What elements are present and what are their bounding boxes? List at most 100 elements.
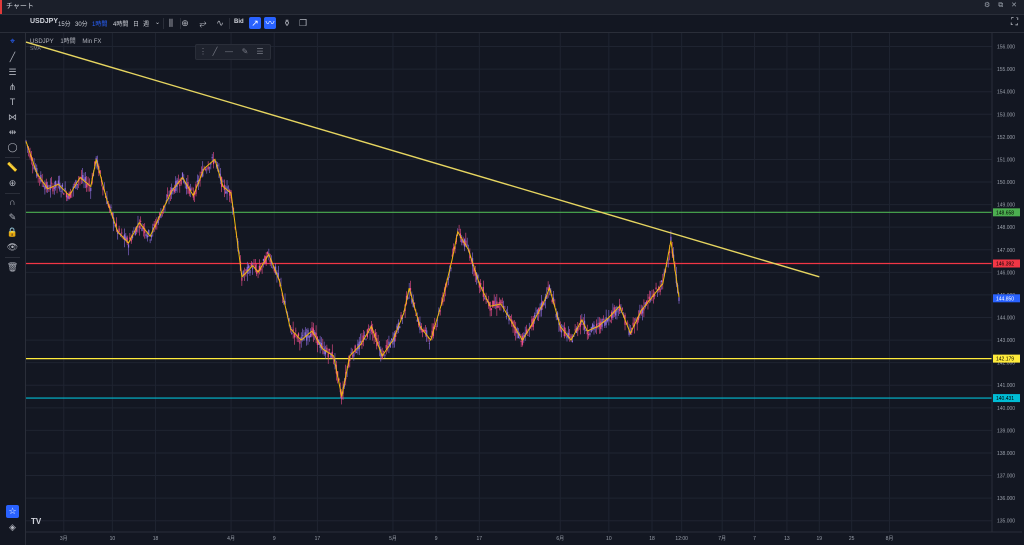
candle-body [354, 345, 356, 353]
candle-body [567, 333, 569, 337]
candle-body [65, 192, 68, 198]
magnet-tool-icon[interactable]: ∩ [9, 197, 16, 207]
timeframe-week[interactable]: 週 [143, 22, 150, 28]
symbol-button[interactable]: USDJPY [30, 18, 59, 25]
price-tick-label: 151.000 [997, 157, 1015, 163]
divider [5, 257, 20, 258]
candle-body [436, 319, 439, 321]
window-accent-mark [0, 0, 2, 14]
candle-body [655, 287, 657, 290]
candle-body [277, 273, 279, 279]
candle-body [608, 317, 610, 321]
wave-chart-icon[interactable]: 〰 [264, 17, 276, 29]
cursor-icon[interactable]: ⌖ [9, 36, 16, 46]
candle-body [427, 337, 429, 339]
time-tick-label: 13 [784, 536, 790, 542]
line-chart-icon[interactable]: ↗ [249, 17, 261, 29]
drag-handle-icon[interactable]: ⋮ [199, 47, 207, 56]
compare-icon[interactable]: ⥂ [199, 18, 207, 28]
fullscreen-icon[interactable]: ⛶ [1011, 17, 1018, 28]
add-indicator-icon[interactable]: ⊕ [181, 18, 189, 28]
pitchfork-tool-icon[interactable]: ⋔ [8, 82, 17, 92]
timeframe-30m[interactable]: 30分 [75, 22, 88, 28]
line-style-icon[interactable]: ╱ [212, 47, 218, 56]
candle-body [636, 318, 638, 325]
price-type-bid[interactable]: Bid [234, 19, 244, 25]
shapes-tool-icon[interactable]: ◯ [7, 142, 18, 152]
candle-body [180, 177, 182, 185]
layers-tool-icon[interactable]: ◈ [9, 522, 16, 532]
divider [163, 18, 164, 29]
timeframe-dropdown-chevron-icon[interactable]: ⌄ [155, 20, 161, 26]
candle-body [426, 330, 428, 337]
trendline-tool-icon[interactable]: ╱ [9, 52, 16, 62]
candle-body [204, 168, 207, 170]
template-icon[interactable]: ⚱ [283, 18, 291, 28]
candle-body [292, 329, 294, 332]
more-options-icon[interactable]: ☰ [256, 47, 264, 56]
price-axis: 135.000 136.000 137.000 138.000 139.000 140.0… [991, 33, 1022, 532]
candle-body [428, 343, 430, 344]
candle-body [654, 294, 656, 297]
candle-body [546, 294, 548, 299]
candle-body [643, 307, 645, 311]
candle-body [374, 332, 377, 337]
lock-tool-icon[interactable]: 🔒 [6, 227, 19, 237]
delete-tool-icon[interactable]: 🗑 [6, 262, 19, 272]
pattern-tool-icon[interactable]: ⋈ [8, 112, 17, 122]
candle-body [377, 341, 379, 345]
zoom-tool-icon[interactable]: ⊕ [8, 178, 17, 188]
indicators-icon[interactable]: ∿ [216, 18, 224, 28]
candle-body [84, 177, 86, 182]
candle-body [620, 311, 622, 313]
candle-body [206, 169, 208, 171]
candle-body [552, 297, 555, 302]
candle-body [617, 308, 619, 310]
horizontal-levels [26, 211, 992, 399]
candle-body [307, 329, 309, 338]
candle-body [140, 220, 142, 222]
window-controls[interactable]: ⚙ ⧉ ✕ [983, 2, 1020, 9]
keep-drawing-tool-icon[interactable]: ✎ [8, 212, 17, 222]
candle-body [604, 320, 606, 326]
candle-body [184, 182, 186, 185]
layout-copy-icon[interactable]: ❐ [298, 18, 308, 28]
text-tool-icon[interactable]: T [9, 97, 16, 107]
timeframe-day[interactable]: 日 [133, 22, 140, 28]
candle-body [253, 264, 255, 266]
timeframe-4h[interactable]: 4時間 [113, 22, 129, 28]
candle-body [194, 193, 196, 195]
color-brush-icon[interactable]: ✎ [241, 47, 249, 56]
visibility-tool-icon[interactable]: 👁 [6, 242, 19, 252]
favorites-tool-icon[interactable]: ☆ [6, 505, 19, 518]
candle-body [191, 188, 193, 190]
candle-body [73, 184, 76, 186]
candle-body [555, 314, 557, 318]
candle-body [600, 321, 602, 330]
timeframe-15m[interactable]: 15分 [58, 22, 71, 28]
candle-body [386, 346, 389, 348]
candle-body [408, 290, 410, 292]
candle-type-icon[interactable]: ⫼ [168, 18, 174, 28]
price-tick-label: 147.000 [997, 248, 1015, 254]
line-width-icon[interactable]: — [225, 47, 233, 56]
horizontal-lines-tool-icon[interactable]: ☰ [8, 67, 17, 77]
candle-body [614, 311, 617, 316]
candle-body [266, 251, 269, 254]
candle-body [621, 308, 623, 310]
time-tick-label: 17 [477, 536, 483, 542]
level-label: 148.658 [996, 210, 1014, 216]
time-tick-label: 3月 [60, 536, 68, 542]
candle-body [314, 332, 316, 336]
candle-body [173, 188, 176, 192]
candle-body [129, 237, 131, 240]
candle-body [25, 140, 27, 142]
candle-body [254, 265, 256, 269]
measure-range-tool-icon[interactable]: ⇹ [8, 127, 17, 137]
price-tick-label: 143.000 [997, 338, 1015, 344]
candle-body [559, 325, 561, 331]
ruler-tool-icon[interactable]: 📏 [6, 162, 19, 172]
timeframe-1h[interactable]: 1時間 [92, 22, 108, 28]
price-axis-bg [992, 33, 1022, 532]
